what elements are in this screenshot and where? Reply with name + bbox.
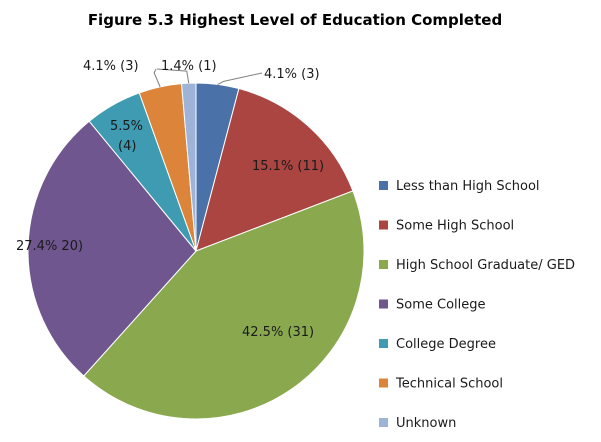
legend-item-college-degree: College Degree	[379, 337, 496, 352]
legend: Less than High School Some High School Hig…	[379, 179, 575, 431]
legend-swatch	[379, 181, 388, 190]
data-label-some-college: 27.4% 20)	[16, 239, 83, 254]
pie-slice-unknown	[181, 82, 197, 252]
legend-swatch	[379, 260, 388, 269]
pie-slice-some-high-school	[195, 87, 354, 252]
legend-item-high-school-graduate-ged: High School Graduate/ GED	[379, 258, 575, 273]
data-label-unknown: 1.4% (1)	[161, 59, 217, 74]
legend-swatch	[379, 299, 388, 309]
legend-label: Less than High School	[396, 179, 540, 194]
legend-item-some-college: Some College	[379, 298, 486, 313]
legend-item-less-than-high-school: Less than High School	[379, 179, 540, 194]
legend-label: Some High School	[396, 219, 514, 234]
legend-label: Some College	[396, 298, 486, 313]
legend-label: Unknown	[396, 416, 456, 431]
legend-label: Technical School	[395, 377, 503, 392]
leader-line-less-than-high-school	[217, 72, 263, 85]
leader-line-technical-school	[153, 68, 161, 88]
pie-slice-high-school-graduate-ged	[83, 190, 365, 420]
data-labels: 4.1% (3) 15.1% (11) 42.5% (31) 27.4% 20) 5.5…	[16, 59, 324, 340]
legend-swatch	[379, 378, 388, 388]
data-label-less-than-high-school: 4.1% (3)	[264, 67, 320, 82]
pie-slices	[27, 82, 365, 420]
legend-swatch	[379, 418, 388, 427]
chart-title: Figure 5.3 Highest Level of Education Co…	[88, 11, 502, 29]
data-label-college-degree: 5.5% (4)	[110, 119, 143, 154]
leader-lines	[153, 68, 263, 88]
data-label-technical-school: 4.1% (3)	[83, 59, 139, 74]
legend-swatch	[379, 220, 388, 230]
leader-line-unknown	[156, 68, 190, 84]
legend-swatch	[379, 339, 388, 348]
legend-item-some-high-school: Some High School	[379, 219, 514, 234]
pie-slice-some-college	[27, 120, 197, 377]
legend-label: High School Graduate/ GED	[396, 258, 575, 273]
legend-label: College Degree	[396, 337, 496, 352]
data-label-high-school-graduate-ged: 42.5% (31)	[242, 325, 314, 340]
data-label-some-high-school: 15.1% (11)	[252, 159, 324, 174]
legend-item-unknown: Unknown	[379, 416, 456, 431]
legend-item-technical-school: Technical School	[379, 377, 503, 392]
